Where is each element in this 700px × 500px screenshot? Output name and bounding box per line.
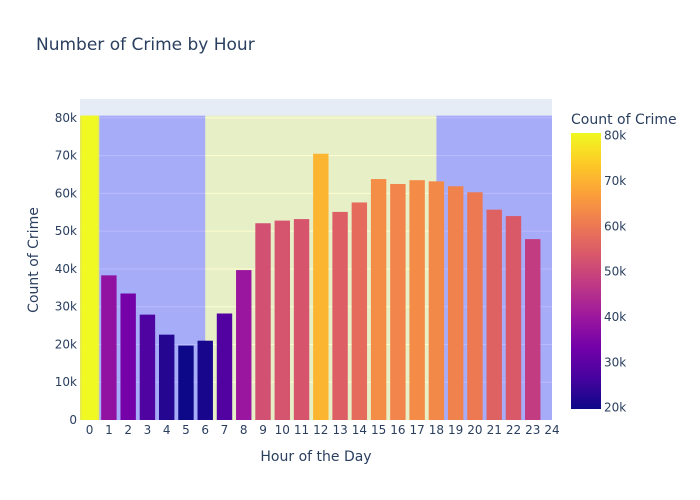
x-tick-label: 2	[124, 423, 132, 437]
bars	[81, 115, 541, 421]
y-tick-label: 0	[69, 413, 77, 427]
x-tick-label: 16	[390, 423, 405, 437]
x-tick-label: 6	[201, 423, 209, 437]
x-axis-ticks: 0 1 2 3 4 5 6 7 8 9 10 11 12 13 14 15 16 17 18 19 20 21 22 23 24	[86, 423, 560, 437]
colorbar-tick-label: 40k	[604, 310, 626, 324]
y-tick-label: 40k	[55, 262, 77, 276]
colorbar-tick-label: 50k	[604, 265, 626, 279]
chart-title: Number of Crime by Hour	[36, 35, 255, 55]
x-tick-label: 19	[448, 423, 463, 437]
bar-hour-4	[158, 334, 175, 420]
bar-hour-22	[505, 216, 522, 420]
x-tick-label: 5	[182, 423, 190, 437]
bar-hour-6	[197, 340, 213, 420]
bar-hour-0	[81, 115, 98, 421]
y-tick-label: 30k	[55, 300, 77, 314]
x-tick-label: 21	[487, 423, 502, 437]
bar-hour-11	[293, 219, 310, 420]
y-tick-label: 10k	[55, 375, 77, 389]
x-tick-label: 15	[371, 423, 386, 437]
y-axis-title: Count of Crime	[26, 207, 42, 313]
x-tick-label: 3	[144, 423, 152, 437]
x-tick-label: 7	[221, 423, 229, 437]
x-tick-label: 1	[105, 423, 113, 437]
x-tick-label: 17	[410, 423, 425, 437]
x-tick-label: 20	[467, 423, 482, 437]
bar-hour-18	[428, 181, 445, 420]
bar-hour-5	[178, 345, 194, 420]
bar-hour-21	[486, 209, 502, 420]
bar-hour-7	[216, 313, 233, 420]
x-tick-label: 10	[275, 423, 290, 437]
bar-hour-20	[467, 192, 483, 420]
colorbar-tick-label: 80k	[604, 129, 626, 143]
colorbar-tick-label: 20k	[604, 401, 626, 415]
bar-hour-23	[525, 239, 541, 420]
bar-hour-2	[120, 293, 136, 420]
x-tick-label: 22	[506, 423, 521, 437]
y-tick-label: 20k	[55, 337, 77, 351]
colorbar: Count of Crime 20k 30k 40k 50k 60k 70k 80k	[571, 112, 677, 415]
colorbar-tick-label: 70k	[604, 174, 626, 188]
x-tick-label: 13	[332, 423, 347, 437]
colorbar-ticks: 20k 30k 40k 50k 60k 70k 80k	[604, 129, 626, 415]
bar-hour-15	[370, 179, 387, 420]
x-tick-label: 24	[544, 423, 559, 437]
bar-hour-14	[351, 202, 368, 420]
y-tick-label: 50k	[55, 224, 77, 238]
bar-hour-1	[101, 275, 117, 420]
bar-hour-8	[236, 270, 252, 420]
x-tick-label: 23	[525, 423, 540, 437]
bar-hour-13	[332, 211, 348, 420]
bar-hour-17	[409, 180, 425, 420]
y-tick-label: 80k	[55, 111, 77, 125]
colorbar-title: Count of Crime	[571, 112, 677, 128]
bar-hour-16	[390, 183, 406, 420]
x-tick-label: 8	[240, 423, 248, 437]
colorbar-tick-label: 60k	[604, 219, 626, 233]
x-tick-label: 18	[429, 423, 444, 437]
y-tick-label: 70k	[55, 149, 77, 163]
y-tick-label: 60k	[55, 186, 77, 200]
colorbar-gradient	[571, 133, 601, 409]
x-tick-label: 11	[294, 423, 309, 437]
y-axis-ticks: 0 10k 20k 30k 40k 50k 60k 70k 80k	[55, 111, 77, 427]
bar-hour-19	[447, 186, 464, 420]
x-tick-label: 12	[313, 423, 328, 437]
x-tick-label: 9	[259, 423, 267, 437]
bar-hour-3	[139, 314, 156, 420]
colorbar-tick-label: 30k	[604, 355, 626, 369]
x-axis-title: Hour of the Day	[260, 449, 371, 465]
bar-hour-10	[274, 220, 290, 420]
bar-hour-12	[313, 153, 329, 420]
x-tick-label: 0	[86, 423, 94, 437]
bar-hour-9	[255, 223, 271, 420]
x-tick-label: 4	[163, 423, 171, 437]
x-tick-label: 14	[352, 423, 367, 437]
